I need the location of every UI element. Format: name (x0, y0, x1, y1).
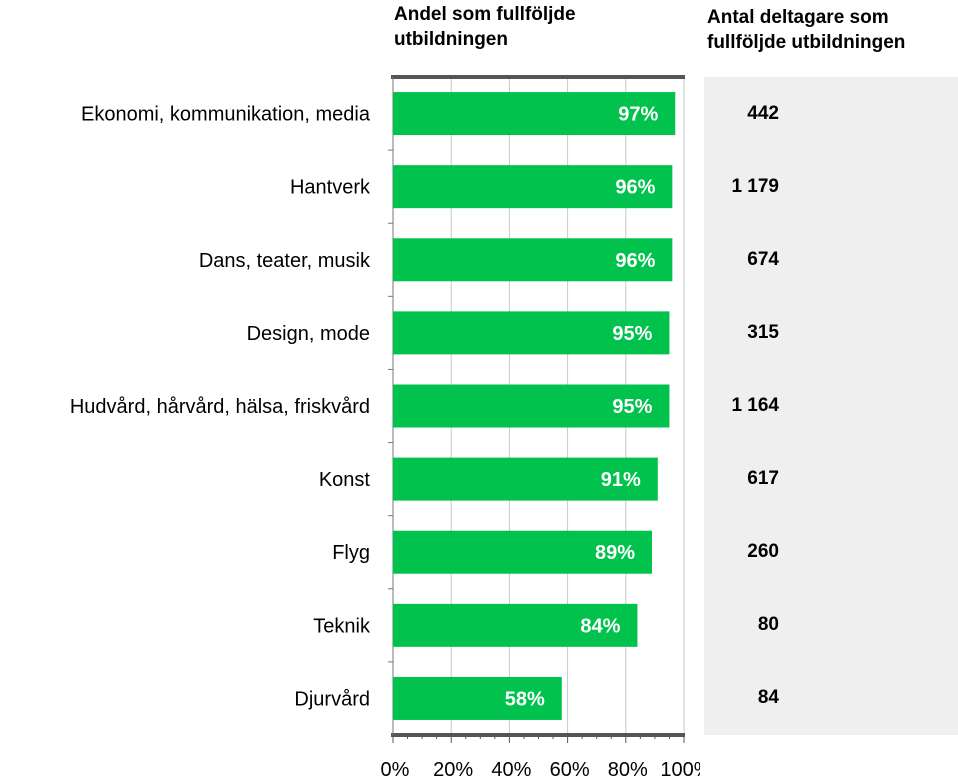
count-value: 1 164 (731, 395, 779, 416)
x-tick-label: 60% (550, 759, 590, 779)
bar (393, 92, 676, 136)
count-column-title: Antal deltagare som fullföljde utbildnin… (707, 7, 906, 53)
x-tick-label: 0% (381, 759, 410, 779)
category-label: Hudvård, hårvård, hälsa, friskvård (70, 396, 370, 418)
value-label: 96% (615, 250, 655, 272)
category-label: Design, mode (247, 323, 370, 345)
x-tick-label: 40% (491, 759, 531, 779)
count-value: 80 (757, 614, 779, 636)
value-label: 95% (612, 396, 652, 418)
category-label: Teknik (313, 615, 371, 637)
category-label: Ekonomi, kommunikation, media (81, 104, 371, 126)
category-label: Djurvård (294, 688, 370, 710)
bar-chart: Ekonomi, kommunikation, media Hantverk Dan… (70, 75, 700, 779)
count-value: 442 (747, 102, 779, 124)
x-tick-label: 80% (608, 759, 648, 779)
value-label: 95% (612, 323, 652, 345)
category-labels: Ekonomi, kommunikation, media Hantverk Dan… (70, 104, 371, 711)
value-label: 89% (595, 542, 635, 564)
category-label: Flyg (332, 542, 370, 564)
value-label: 97% (618, 104, 658, 126)
bar (393, 238, 673, 282)
bar (393, 384, 670, 428)
bar (393, 603, 638, 647)
count-value: 84 (757, 687, 779, 709)
bar (393, 530, 652, 574)
count-column-panel (704, 77, 958, 735)
count-value: 260 (747, 541, 779, 563)
category-label: Konst (319, 469, 371, 491)
category-label: Dans, teater, musik (199, 250, 371, 272)
x-tick-labels: 0% 20% 40% 60% 80% 100% (381, 759, 700, 779)
bar (393, 676, 562, 720)
value-label: 84% (580, 615, 620, 637)
count-value: 1 179 (731, 175, 779, 197)
chart-title: Andel som fullföljde utbildningen (394, 4, 576, 50)
value-label: 96% (615, 177, 655, 199)
bar (393, 457, 658, 501)
value-labels: 97% 96% 96% 95% 95% 91% 89% 84% 58% (505, 104, 659, 711)
bar (393, 311, 670, 355)
value-label: 58% (505, 688, 545, 710)
bar (393, 165, 673, 209)
count-value: 674 (747, 248, 779, 270)
count-value: 315 (747, 321, 779, 343)
count-value: 617 (747, 468, 779, 490)
category-label: Hantverk (290, 177, 371, 199)
x-tick-label: 20% (433, 759, 473, 779)
value-label: 91% (601, 469, 641, 491)
x-tick-label: 100% (660, 759, 700, 779)
count-column: 442 1 179 674 315 1 164 617 260 80 84 (704, 77, 958, 735)
bars (393, 92, 676, 720)
